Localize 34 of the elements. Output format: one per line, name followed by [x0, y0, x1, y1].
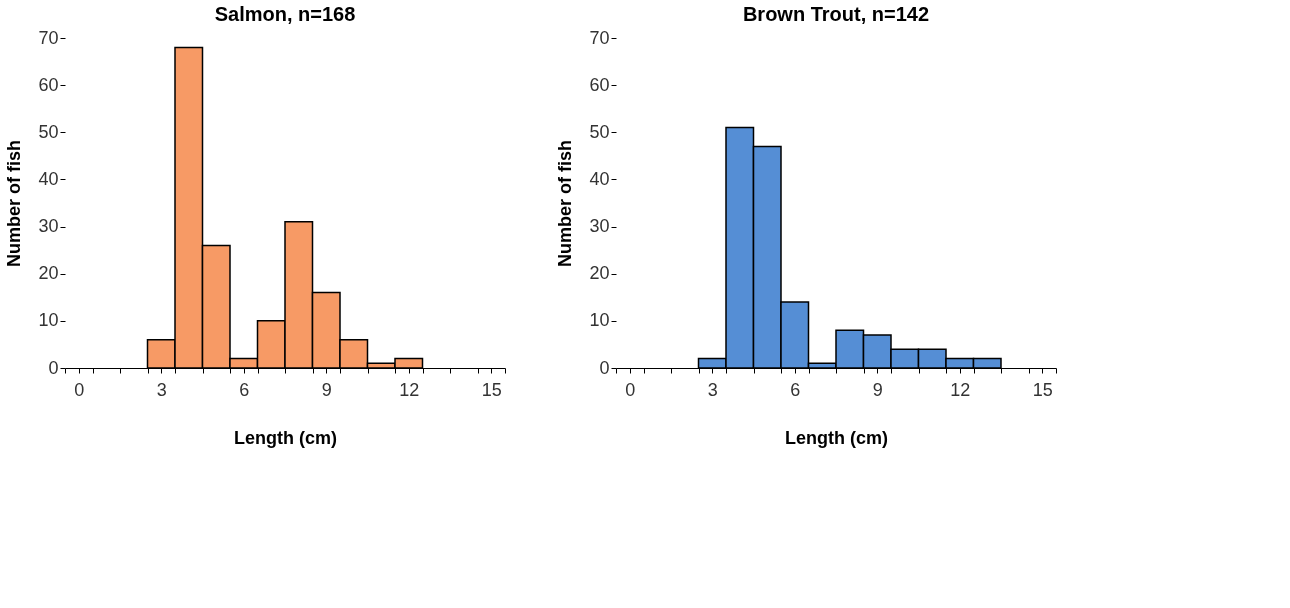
y-tick-label: 60 [38, 74, 59, 95]
y-tick-label: 50 [38, 121, 59, 142]
x-tick-label: 6 [790, 379, 801, 400]
y-tick-label: 20 [38, 263, 59, 284]
y-tick-label: 30 [589, 216, 610, 237]
y-tick-label: 0 [599, 357, 610, 378]
y-tick-label: 50 [589, 121, 610, 142]
y-tick-label: 40 [38, 168, 59, 189]
y-axis-title: Number of fish [555, 139, 576, 268]
y-tick-label: 10 [38, 310, 59, 331]
x-tick-label: 9 [872, 379, 883, 400]
x-tick-label: 3 [707, 379, 718, 400]
x-tick-label: 12 [950, 379, 971, 400]
y-tick-label: 0 [48, 357, 59, 378]
y-tick-label: 70 [38, 27, 59, 48]
x-tick-label: 15 [1032, 379, 1053, 400]
x-tick-label: 0 [74, 379, 85, 400]
x-tick-label: 6 [239, 379, 250, 400]
y-tick-label: 60 [589, 74, 610, 95]
x-tick-label: 3 [156, 379, 167, 400]
y-tick-label: 20 [589, 263, 610, 284]
x-tick-label: 0 [625, 379, 636, 400]
y-tick-label: 10 [589, 310, 610, 331]
y-tick-label: 40 [589, 168, 610, 189]
x-tick-label: 12 [399, 379, 420, 400]
x-tick-label: 9 [321, 379, 332, 400]
chart-title: Brown Trout, n=142 [742, 3, 930, 25]
y-tick-label: 70 [589, 27, 610, 48]
y-axis-title: Number of fish [4, 139, 25, 268]
x-tick-label: 15 [481, 379, 502, 400]
y-tick-label: 30 [38, 216, 59, 237]
x-axis-title: Length (cm) [234, 427, 337, 448]
x-axis-title: Length (cm) [785, 427, 888, 448]
chart-title: Salmon, n=168 [214, 3, 356, 25]
